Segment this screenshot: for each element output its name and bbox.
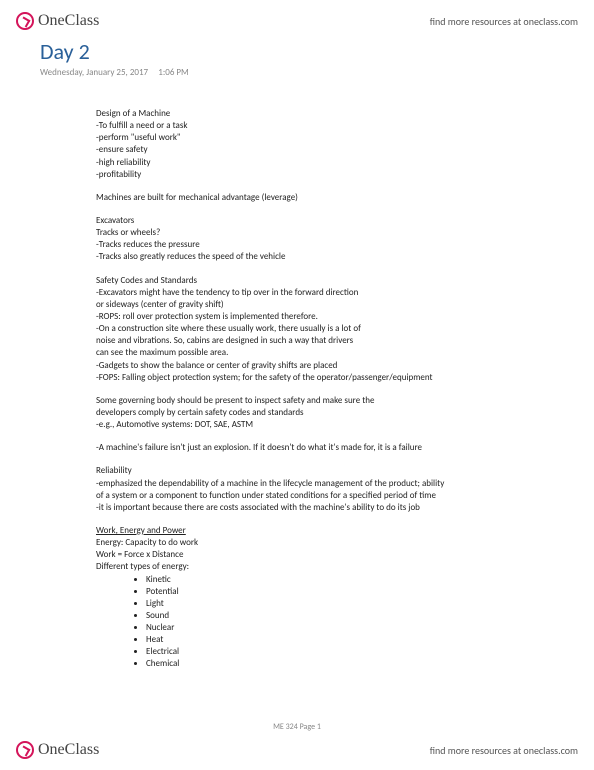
energy-types-list: Kinetic Potential Light Sound Nuclear He…	[96, 574, 554, 671]
note-line: -To fulfill a need or a task	[96, 120, 554, 132]
note-line: -ensure safety	[96, 144, 554, 156]
note-line: noise and vibrations. So, cabins are des…	[96, 335, 554, 347]
note-line: -profitability	[96, 169, 554, 181]
note-line: Different types of energy:	[96, 561, 554, 573]
note-line: -On a construction site where these usua…	[96, 323, 554, 335]
note-line: Some governing body should be present to…	[96, 395, 554, 407]
note-line: -A machine's failure isn't just an explo…	[96, 442, 554, 454]
footer-logo-text: OneClass	[38, 741, 99, 759]
list-item: Potential	[146, 586, 554, 598]
note-line: Safety Codes and Standards	[96, 275, 554, 287]
list-item: Light	[146, 598, 554, 610]
note-line: Energy: Capacity to do work	[96, 537, 554, 549]
note-line: Design of a Machine	[96, 108, 554, 120]
note-line: -emphasized the dependability of a machi…	[96, 478, 554, 490]
page-number: ME 324 Page 1	[0, 722, 594, 732]
note-line: Reliability	[96, 465, 554, 477]
note-line: Excavators	[96, 215, 554, 227]
note-line: can see the maximum possible area.	[96, 347, 554, 359]
list-item: Nuclear	[146, 622, 554, 634]
note-line: or sideways (center of gravity shift)	[96, 299, 554, 311]
list-item: Chemical	[146, 658, 554, 670]
logo-icon	[16, 741, 34, 759]
note-line: -Gadgets to show the balance or center o…	[96, 360, 554, 372]
logo: OneClass	[16, 12, 99, 30]
list-item: Electrical	[146, 646, 554, 658]
note-line: -high reliability	[96, 157, 554, 169]
footer-resources-link[interactable]: find more resources at oneclass.com	[430, 744, 578, 757]
note-line: -e.g., Automotive systems: DOT, SAE, AST…	[96, 419, 554, 431]
notes-body: Design of a Machine -To fulfill a need o…	[40, 108, 554, 671]
date-line: Wednesday, January 25, 2017 1:06 PM	[40, 67, 554, 78]
note-line: of a system or a component to function u…	[96, 490, 554, 502]
note-line: -Tracks also greatly reduces the speed o…	[96, 251, 554, 263]
note-line: Machines are built for mechanical advant…	[96, 192, 554, 204]
note-line: -Tracks reduces the pressure	[96, 239, 554, 251]
date-text: Wednesday, January 25, 2017	[40, 67, 148, 78]
note-line: Work = Force x Distance	[96, 549, 554, 561]
page-title: Day 2	[40, 38, 554, 65]
logo-icon	[16, 12, 34, 30]
header-resources-link[interactable]: find more resources at oneclass.com	[430, 15, 578, 28]
logo-text: OneClass	[38, 12, 99, 30]
list-item: Heat	[146, 634, 554, 646]
section-heading: Work, Energy and Power	[96, 525, 554, 537]
time-text: 1:06 PM	[158, 67, 188, 78]
list-item: Kinetic	[146, 574, 554, 586]
note-line: -FOPS: Falling object protection system;…	[96, 372, 554, 384]
note-line: Tracks or wheels?	[96, 227, 554, 239]
note-line: developers comply by certain safety code…	[96, 407, 554, 419]
note-line: -perform "useful work"	[96, 132, 554, 144]
note-line: -Excavators might have the tendency to t…	[96, 287, 554, 299]
note-line: -it is important because there are costs…	[96, 502, 554, 514]
note-line: -ROPS: roll over protection system is im…	[96, 311, 554, 323]
list-item: Sound	[146, 610, 554, 622]
footer-logo: OneClass	[16, 741, 99, 759]
